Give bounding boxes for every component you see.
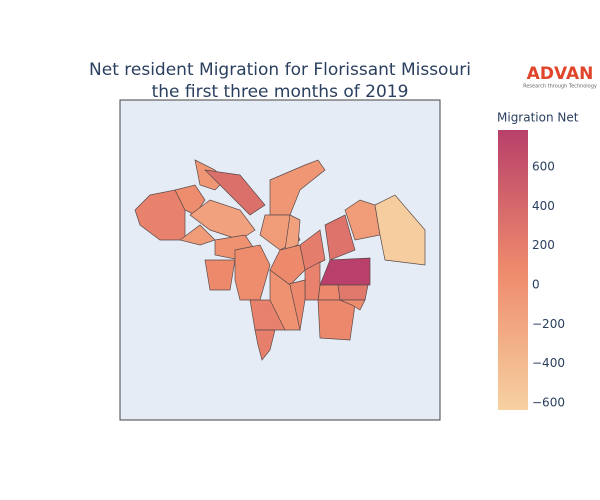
region [134, 189, 186, 241]
chart-title: Net resident Migration for Florissant Mi… [89, 60, 471, 80]
region [269, 269, 301, 331]
colorbar-tick-label: −200 [532, 317, 565, 331]
region [204, 169, 266, 216]
region [324, 214, 356, 261]
region [339, 299, 366, 311]
colorbar-tick-label: 200 [532, 238, 555, 252]
region [269, 244, 306, 286]
chart-title: the first three months of 2019 [152, 82, 409, 102]
region [189, 199, 256, 241]
logo-subtitle: Research through Technology [523, 84, 597, 90]
region [319, 257, 371, 286]
colorbar-tick-label: 400 [532, 199, 555, 213]
colorbar-tick-label: 600 [532, 160, 555, 174]
colorbar-title: Migration Net [497, 111, 579, 125]
region [204, 259, 236, 291]
region [317, 284, 341, 301]
region [374, 194, 426, 266]
region [299, 229, 326, 271]
colorbar [498, 130, 528, 410]
region [317, 299, 356, 341]
region [254, 329, 276, 361]
logo: ADVAN [527, 64, 594, 84]
region [337, 284, 369, 301]
colorbar-tick-label: 0 [532, 278, 540, 292]
colorbar-tick-label: −600 [532, 395, 565, 409]
colorbar-tick-label: −400 [532, 356, 565, 370]
region [284, 214, 301, 251]
